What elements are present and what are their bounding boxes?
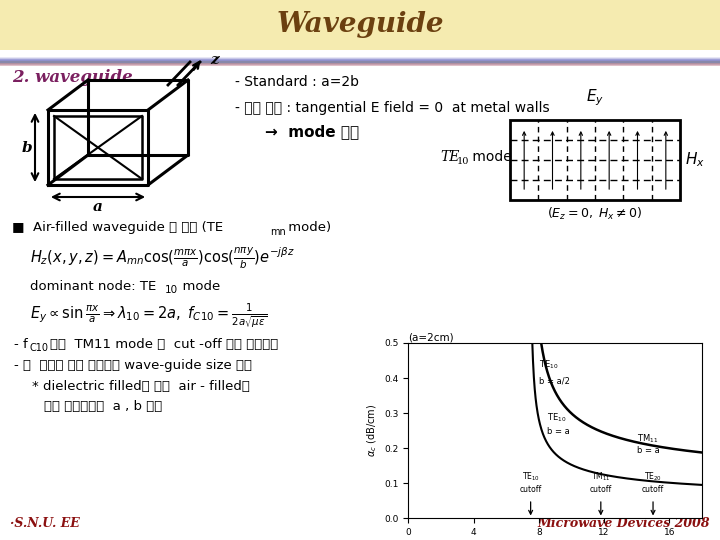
Text: Microwave Devices 2008: Microwave Devices 2008 <box>537 517 710 530</box>
Text: mode: mode <box>468 150 512 164</box>
Text: Waveguide: Waveguide <box>276 11 444 38</box>
Text: ·S.N.U. EE: ·S.N.U. EE <box>10 517 80 530</box>
Text: TE$_{10}$
cutoff: TE$_{10}$ cutoff <box>520 471 541 494</box>
Text: TM$_{11}$: TM$_{11}$ <box>636 432 658 444</box>
Text: - 경계 조건 : tangential E field = 0  at metal walls: - 경계 조건 : tangential E field = 0 at meta… <box>235 101 549 115</box>
Text: * dielectric filled에 비해  air - filled가: * dielectric filled에 비해 air - filled가 <box>32 380 250 393</box>
Y-axis label: $\alpha_c$ (dB/cm): $\alpha_c$ (dB/cm) <box>365 404 379 457</box>
Text: (a=2cm): (a=2cm) <box>408 332 454 342</box>
Text: - Standard : a=2b: - Standard : a=2b <box>235 75 359 89</box>
Text: ■  Air-filled waveguide 의 경우 (TE: ■ Air-filled waveguide 의 경우 (TE <box>12 221 223 234</box>
Text: b = a: b = a <box>547 427 570 436</box>
Text: $H_z(x,y,z) = A_{mn}\cos(\frac{m\pi x}{a})\cos(\frac{n\pi y}{b})e^{-j\beta z}$: $H_z(x,y,z) = A_{mn}\cos(\frac{m\pi x}{a… <box>30 245 295 271</box>
Text: 2. waveguide: 2. waveguide <box>12 69 132 85</box>
Text: TE$_{10}$: TE$_{10}$ <box>539 359 559 371</box>
Text: mode: mode <box>174 280 220 293</box>
Text: - f: - f <box>14 338 28 350</box>
Text: b = a/2: b = a/2 <box>539 376 570 385</box>
Text: $E_y$: $E_y$ <box>586 87 604 108</box>
Bar <box>0 57 720 58</box>
Text: TE: TE <box>440 150 459 164</box>
Bar <box>0 63 720 64</box>
Bar <box>0 60 720 62</box>
Text: 사용 주파수에서  a , b 증가: 사용 주파수에서 a , b 증가 <box>44 400 162 413</box>
Bar <box>510 120 680 200</box>
Text: $E_y \propto \sin\frac{\pi x}{a} \Rightarrow \lambda_{10}=2a,\ f_{C10}=\frac{1}{: $E_y \propto \sin\frac{\pi x}{a} \Righta… <box>30 301 267 330</box>
Bar <box>0 59 720 60</box>
Text: b: b <box>22 140 32 154</box>
Text: 10: 10 <box>457 158 469 166</box>
Bar <box>0 64 720 65</box>
Text: z: z <box>210 53 219 67</box>
Text: 10: 10 <box>165 285 178 295</box>
Text: a: a <box>93 200 103 214</box>
Text: TM$_{11}$
cutoff: TM$_{11}$ cutoff <box>590 471 612 494</box>
Text: dominant node: TE: dominant node: TE <box>30 280 156 293</box>
Text: TE$_{10}$: TE$_{10}$ <box>547 411 567 423</box>
Bar <box>0 62 720 63</box>
Text: $(E_z=0,\ H_x\neq 0)$: $(E_z=0,\ H_x\neq 0)$ <box>547 206 643 222</box>
Text: b = a: b = a <box>636 447 660 455</box>
Text: - 각  주파수 별로 사용되는 wave-guide size 결정: - 각 주파수 별로 사용되는 wave-guide size 결정 <box>14 360 252 373</box>
Text: →  mode 발생: → mode 발생 <box>265 125 359 139</box>
Text: mode): mode) <box>284 221 331 234</box>
Text: $H_x$: $H_x$ <box>685 151 705 170</box>
Text: mn: mn <box>270 227 286 237</box>
Text: C10: C10 <box>30 343 49 353</box>
Text: 에서  TM11 mode 의  cut -off 까지 사용가능: 에서 TM11 mode 의 cut -off 까지 사용가능 <box>50 338 278 350</box>
Text: TE$_{20}$
cutoff: TE$_{20}$ cutoff <box>642 471 664 494</box>
Bar <box>0 65 720 66</box>
Bar <box>0 0 720 50</box>
Bar <box>0 58 720 59</box>
